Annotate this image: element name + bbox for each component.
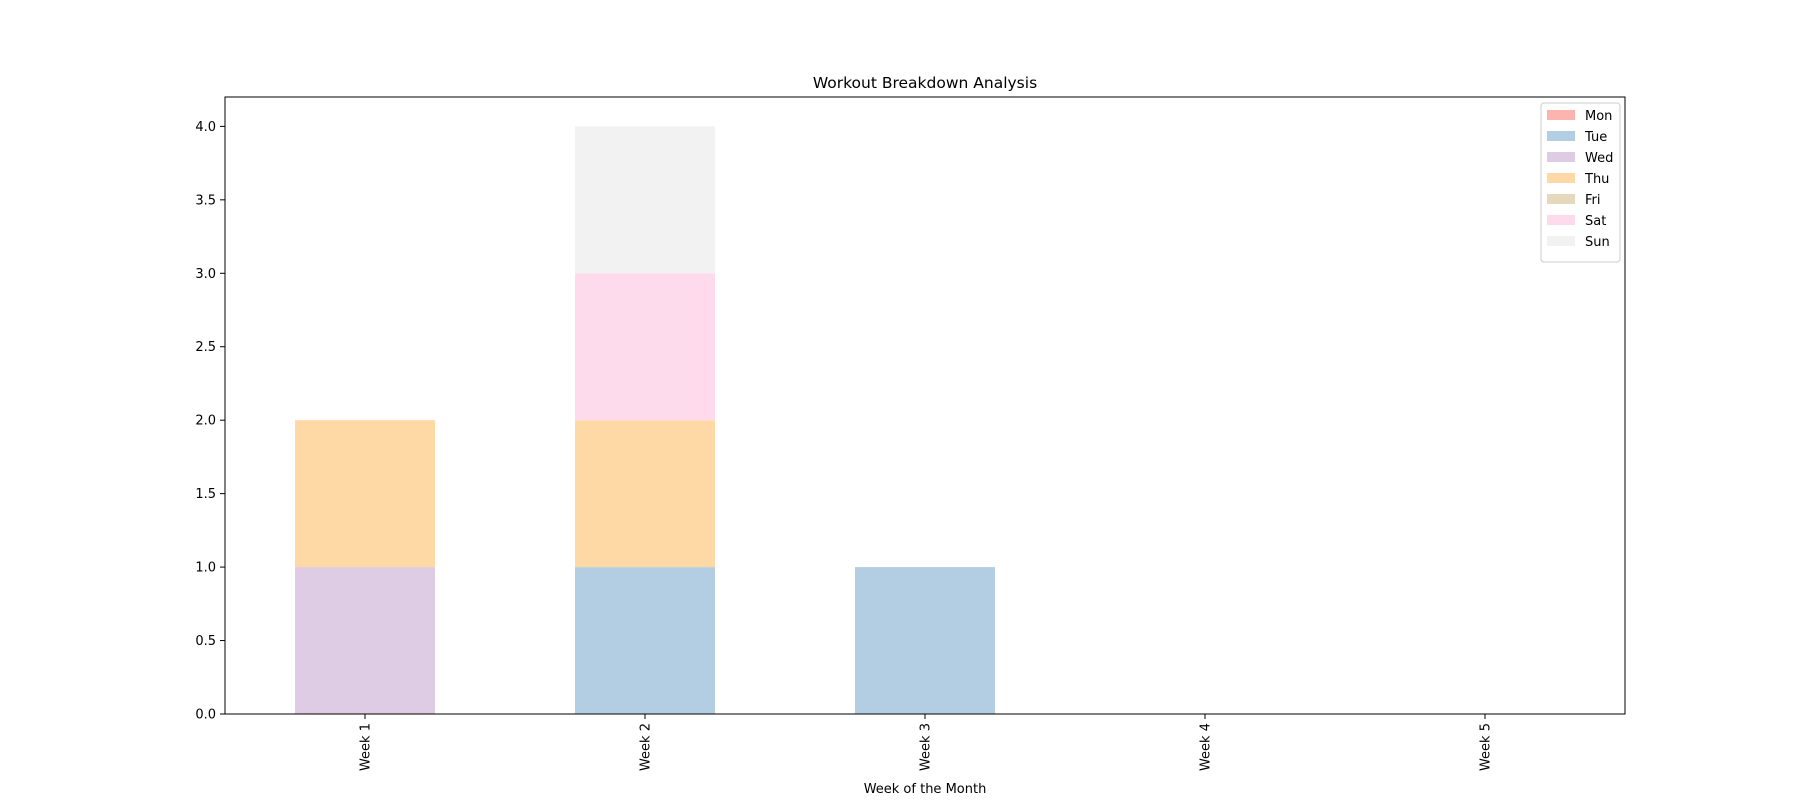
- y-tick-label: 4.0: [195, 120, 216, 135]
- series-thu: [295, 420, 715, 568]
- y-tick-label: 3.5: [195, 193, 216, 208]
- legend-swatch-sat: [1547, 215, 1575, 225]
- legend-swatch-tue: [1547, 131, 1575, 141]
- series-sat: [575, 273, 715, 421]
- x-tick-label: Week 1: [359, 723, 374, 771]
- y-tick-label: 1.0: [195, 561, 216, 576]
- y-tick-label: 2.5: [195, 340, 216, 355]
- x-axis-title: Week of the Month: [864, 782, 987, 797]
- series-tue: [575, 567, 995, 714]
- bar-thu-week-2: [575, 420, 715, 568]
- y-axis: 0.0 0.5 1.0 1.5 2.0 2.5 3.0 3.5 4.0: [195, 120, 225, 723]
- x-tick-label: Week 2: [639, 723, 654, 771]
- x-tick-label: Week 5: [1479, 723, 1494, 771]
- legend-swatch-fri: [1547, 194, 1575, 204]
- chart-title: Workout Breakdown Analysis: [813, 74, 1037, 92]
- legend-label-mon: Mon: [1585, 109, 1612, 124]
- y-tick-label: 1.5: [195, 487, 216, 502]
- x-axis: Week 1 Week 2 Week 3 Week 4 Week 5: [359, 714, 1494, 771]
- legend-label-sat: Sat: [1585, 214, 1606, 229]
- bar-wed-week-1: [295, 567, 435, 714]
- bar-sat-week-2: [575, 273, 715, 421]
- x-tick-label: Week 4: [1199, 723, 1214, 771]
- legend-label-fri: Fri: [1585, 193, 1601, 208]
- bar-tue-week-3: [855, 567, 995, 714]
- legend-label-thu: Thu: [1584, 172, 1609, 187]
- bar-thu-week-1: [295, 420, 435, 568]
- y-tick-label: 3.0: [195, 267, 216, 282]
- legend-label-wed: Wed: [1585, 151, 1613, 166]
- legend-swatch-sun: [1547, 236, 1575, 246]
- legend-label-tue: Tue: [1584, 130, 1607, 145]
- y-tick-label: 0.5: [195, 634, 216, 649]
- y-tick-label: 2.0: [195, 414, 216, 429]
- legend-label-sun: Sun: [1585, 235, 1610, 250]
- x-tick-label: Week 3: [919, 723, 934, 771]
- y-tick-label: 0.0: [195, 708, 216, 723]
- legend-swatch-mon: [1547, 110, 1575, 120]
- legend-swatch-thu: [1547, 173, 1575, 183]
- legend: Mon Tue Wed Thu Fri Sat Sun: [1540, 102, 1621, 263]
- bar-sun-week-2: [575, 126, 715, 274]
- legend-swatch-wed: [1547, 152, 1575, 162]
- bars-layer: [295, 126, 995, 714]
- series-wed: [295, 567, 435, 714]
- series-sun: [575, 126, 715, 274]
- bar-tue-week-2: [575, 567, 715, 714]
